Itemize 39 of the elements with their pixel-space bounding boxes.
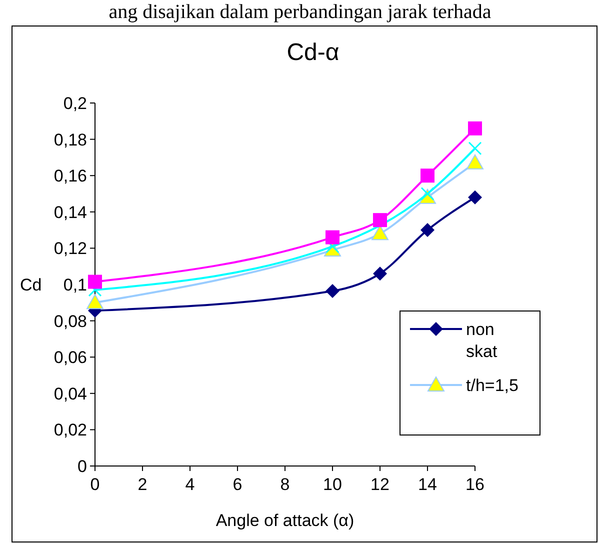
text: ang disajikan dalam perbandingan jarak terhada: [108, 1, 492, 23]
y-tick-label: 0,04: [54, 384, 87, 404]
x-tick-label: 8: [280, 475, 290, 494]
y-tick-label: 0,1: [63, 275, 87, 294]
point: [468, 121, 482, 136]
legend-label: t/h=1,5: [466, 376, 518, 395]
x-tick-label: 10: [323, 475, 342, 494]
y-tick-label: 0: [78, 456, 87, 476]
x-tick-label: 12: [370, 475, 390, 494]
point: [373, 266, 387, 281]
legend-label: non skat: [466, 320, 498, 362]
y-tick-label: 0,2: [63, 94, 87, 113]
y-tick-label: 0,12: [54, 239, 87, 258]
y-tick-label: 0,16: [54, 166, 87, 186]
y-tick-label: 0,14: [54, 202, 87, 222]
x-tick-label: 14: [418, 475, 437, 494]
x-tick-label: 0: [90, 475, 100, 494]
x-tick-label: 2: [138, 475, 148, 494]
point: [468, 190, 482, 204]
point: [86, 294, 104, 310]
y-tick-label: 0,08: [54, 312, 87, 331]
point: [373, 213, 387, 228]
y-tick-label: 0,18: [54, 130, 87, 150]
point: [326, 284, 340, 298]
x-axis-title: Angle of attack (α): [216, 511, 354, 530]
y-axis-title: Cd: [20, 275, 42, 294]
point: [468, 142, 482, 156]
x-tick-label: 6: [232, 475, 242, 494]
point: [420, 168, 434, 183]
point: [420, 223, 434, 238]
x-tick-label: 4: [185, 475, 195, 494]
point: [372, 225, 388, 240]
y-tick-label: 0,06: [54, 348, 87, 368]
point: [326, 230, 340, 244]
point: [466, 154, 484, 170]
point: [88, 274, 102, 289]
x-tick-label: 16: [466, 475, 484, 494]
y-tick-label: 0,02: [54, 420, 87, 440]
chart-title: Cd-α: [286, 39, 340, 66]
